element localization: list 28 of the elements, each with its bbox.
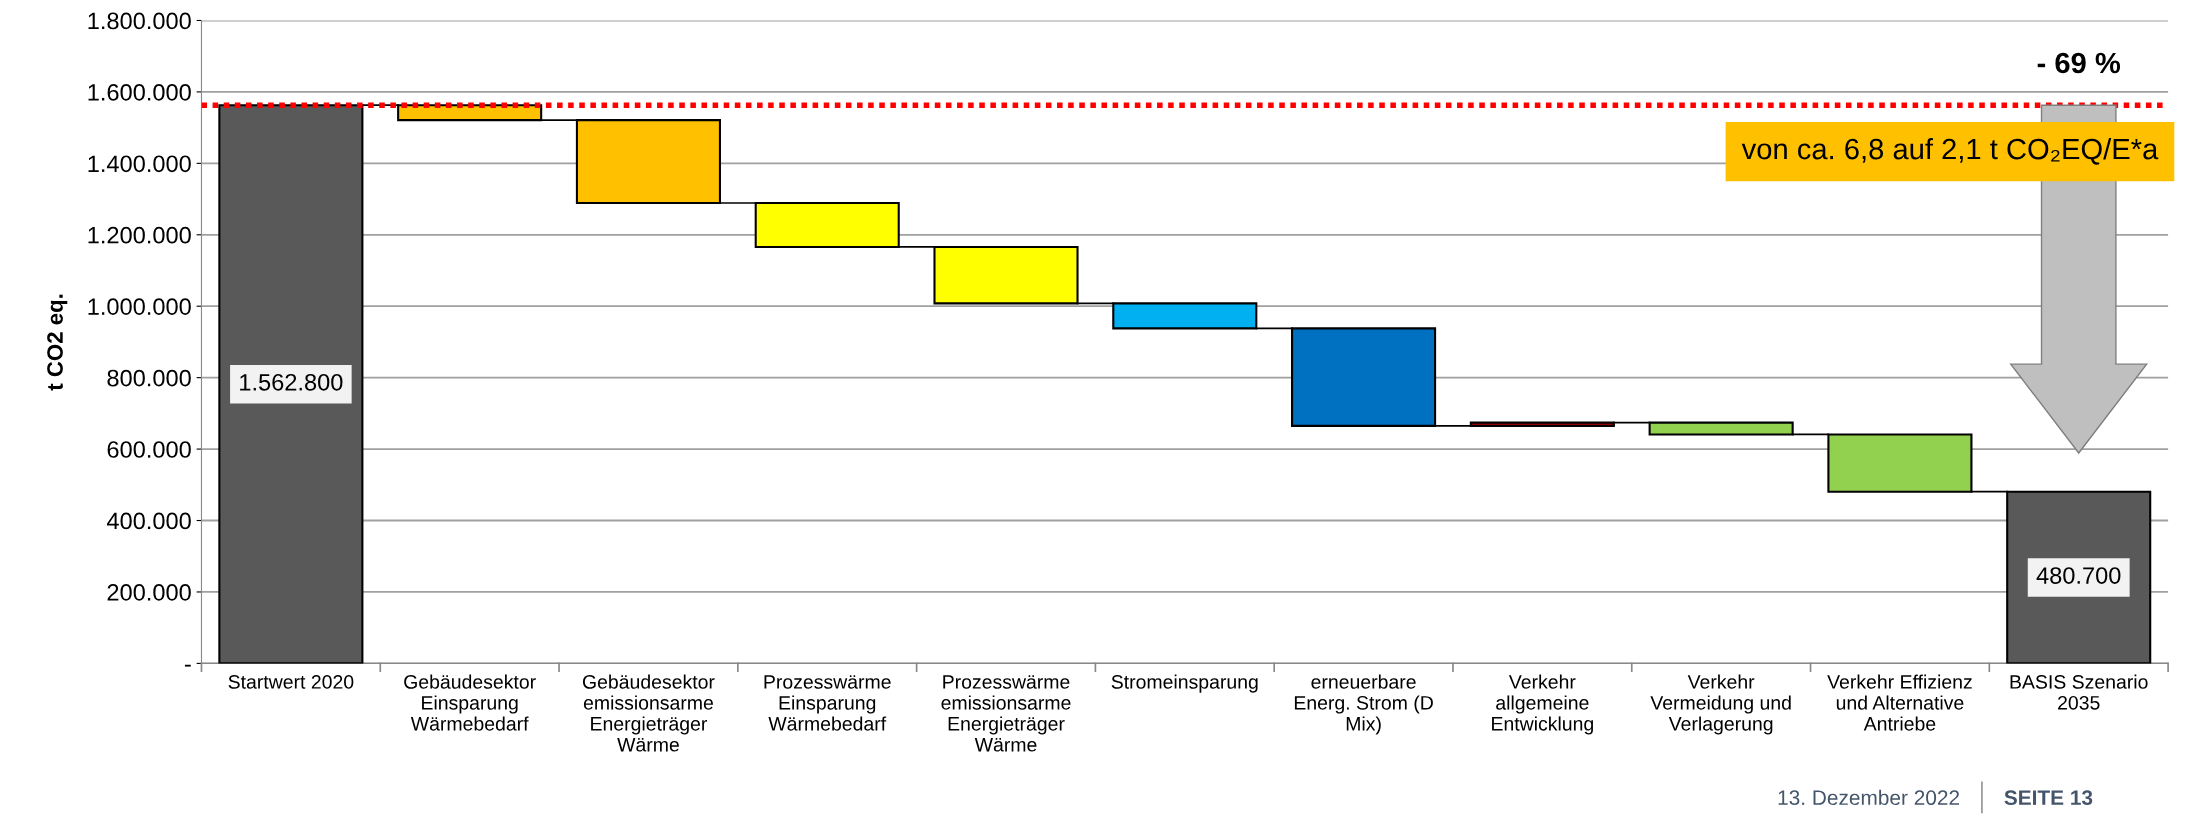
annotation: - 69 % — [2037, 52, 2121, 74]
x-tick-label: BASIS Szenario 2035 — [2010, 674, 2148, 710]
x-tick-label: Verkehr Effizienz und Alternative Antriebe — [1827, 674, 1972, 731]
x-tick-label: Verkehr allgemeine Entwicklung — [1492, 674, 1593, 735]
x-tick-label: Startwert 2020 — [228, 675, 354, 689]
annotation: von ca. 6,8 auf 2,1 t CO₂EQ/E*a — [1741, 137, 2159, 165]
text: SEITE 13 — [2004, 790, 2093, 806]
y-axis-title: t CO2 eq. — [47, 294, 68, 391]
x-tick-label: Gebäudesektor Einsparung Wärmebedarf — [404, 674, 536, 731]
y-tick-label: 1.400.000 — [88, 155, 191, 173]
data-label: 480.700 — [2036, 567, 2121, 584]
x-tick-label: Prozesswärme Einsparung Wärmebedarf — [764, 675, 891, 731]
y-tick-label: 800.000 — [107, 369, 191, 387]
y-tick-label: 200.000 — [107, 584, 191, 601]
x-tick-label: Stromeinsparung — [1111, 674, 1258, 693]
x-tick-label: Verkehr Vermeidung und Verlagerung — [1650, 674, 1791, 735]
y-tick-label: - — [184, 664, 191, 667]
y-tick-label: 1.000.000 — [88, 298, 191, 315]
x-tick-label: Gebäudesektor emissionsarme Energieträger Wärme — [582, 674, 715, 752]
y-tick-label: 400.000 — [106, 512, 191, 530]
y-tick-label: 1.800.000 — [88, 12, 191, 30]
data-label: 1.562.800 — [240, 373, 343, 391]
y-tick-label: 600.000 — [107, 441, 191, 458]
x-tick-label: Prozesswärme emissionsarme Energieträger Wärme — [941, 675, 1071, 752]
y-tick-label: 1.200.000 — [88, 226, 191, 244]
text: 13. Dezember 2022 — [1778, 789, 1960, 806]
y-tick-label: 1.600.000 — [88, 83, 191, 101]
x-tick-label: erneuerbare Energ. Strom (D Mix) — [1294, 674, 1433, 735]
